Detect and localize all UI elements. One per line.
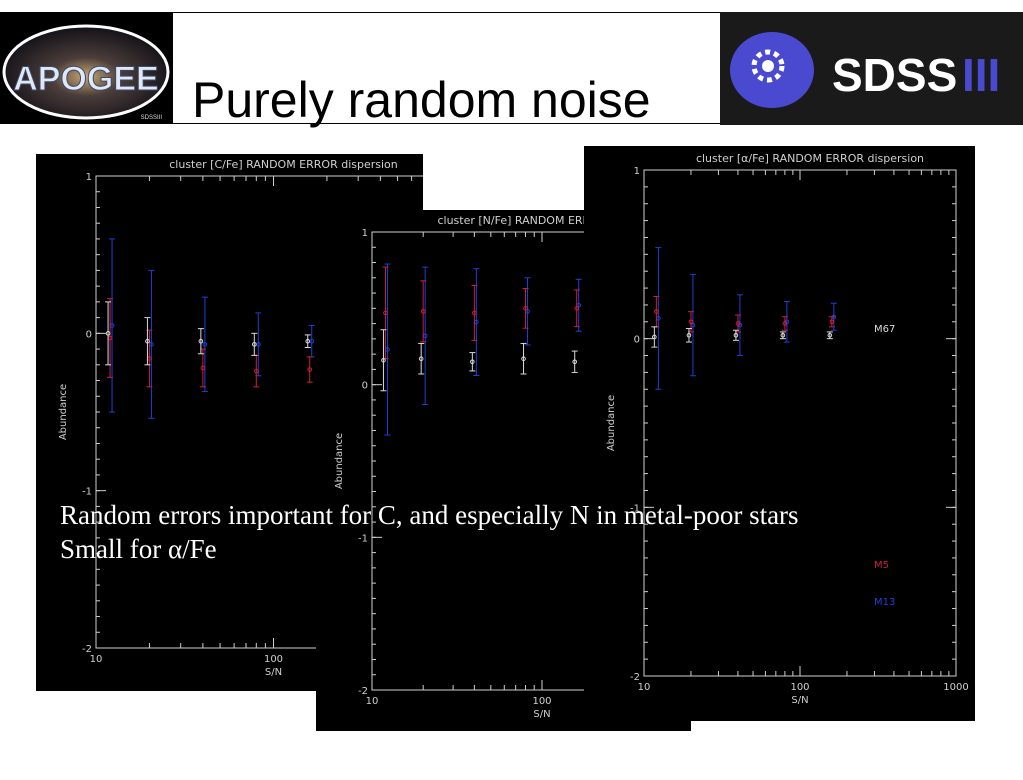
slide-caption: Random errors important for C, and espec…	[60, 498, 799, 566]
data-point	[735, 321, 741, 326]
data-point	[145, 338, 150, 344]
sdss-logo-suffix: III	[962, 49, 1000, 101]
data-point	[105, 331, 111, 336]
chart-title: cluster [α/Fe] RANDOM ERROR dispersion	[696, 152, 924, 165]
x-tick-label: 100	[532, 696, 551, 707]
header-top-rule	[0, 12, 720, 13]
data-point	[572, 359, 578, 365]
caption-line-1: Random errors important for C, and espec…	[60, 500, 799, 530]
legend-entry: M5	[874, 560, 889, 571]
data-point	[200, 365, 206, 371]
data-point	[420, 309, 426, 314]
data-point	[202, 342, 208, 347]
data-point	[523, 306, 528, 311]
data-point	[733, 332, 739, 338]
y-tick-label: 0	[86, 329, 92, 340]
y-axis-label: Abundance	[606, 395, 617, 451]
plot-frame	[643, 169, 957, 677]
y-tick-label: 0	[362, 381, 368, 392]
data-point	[654, 309, 659, 314]
x-tick-label: 1000	[943, 682, 968, 693]
chart-cfe: cluster [C/Fe] RANDOM ERROR dispersion10…	[58, 158, 423, 678]
data-point	[521, 356, 526, 362]
x-tick-label: 10	[90, 654, 103, 665]
y-tick-label: 1	[634, 166, 640, 177]
data-point	[307, 367, 313, 372]
data-point	[574, 306, 580, 311]
data-point	[383, 310, 388, 316]
y-tick-label: -1	[358, 533, 368, 544]
caption-line-2: Small for α/Fe	[60, 534, 217, 564]
legend-entry: M13	[874, 597, 895, 608]
data-point	[198, 338, 204, 344]
chart-panel-alphafe: cluster [α/Fe] RANDOM ERROR dispersion 1 0…	[584, 146, 975, 721]
y-axis-label: Abundance	[334, 433, 345, 489]
sdss-logo-text: SDSS	[832, 49, 957, 101]
x-tick-label: 100	[790, 682, 809, 693]
data-point	[251, 342, 257, 347]
y-tick-label: 0	[634, 335, 640, 346]
data-point	[470, 359, 475, 365]
header-bottom-rule	[0, 123, 720, 124]
y-tick-label: -1	[630, 503, 640, 514]
data-point	[253, 368, 259, 374]
data-point	[381, 357, 386, 363]
data-point	[780, 332, 786, 338]
y-tick-label: -2	[358, 686, 368, 697]
data-point	[686, 332, 692, 338]
data-point	[829, 319, 835, 325]
data-point	[827, 332, 833, 338]
chart-title: cluster [C/Fe] RANDOM ERROR dispersion	[169, 158, 398, 171]
apogee-logo: APOGEE SDSSIII	[0, 12, 173, 124]
data-point	[472, 310, 477, 316]
x-tick-label: 10	[638, 682, 651, 693]
legend-entry: M67	[874, 324, 895, 335]
x-tick-label: 10	[366, 696, 379, 707]
data-point	[418, 356, 424, 362]
x-tick-label: 100	[264, 654, 283, 665]
data-point	[652, 334, 657, 340]
x-axis-label: S/N	[533, 709, 550, 720]
data-point	[688, 319, 694, 325]
slide-title: Purely random noise	[192, 72, 651, 128]
y-tick-label: 1	[86, 172, 92, 183]
x-axis-label: S/N	[791, 695, 808, 706]
y-tick-label: -1	[82, 487, 92, 498]
apogee-logo-subtext: SDSSIII	[141, 115, 163, 121]
y-axis-label: Abundance	[58, 384, 69, 440]
chart-alphafe: cluster [α/Fe] RANDOM ERROR dispersion10…	[606, 152, 969, 706]
y-tick-label: -2	[630, 672, 640, 683]
y-tick-label: 1	[362, 228, 368, 239]
data-point	[305, 338, 311, 344]
data-point	[782, 321, 788, 326]
x-axis-label: S/N	[265, 667, 282, 678]
sdss3-logo: SDSS III	[720, 12, 1023, 125]
y-tick-label: -2	[82, 644, 92, 655]
apogee-logo-text: APOGEE	[13, 60, 158, 98]
